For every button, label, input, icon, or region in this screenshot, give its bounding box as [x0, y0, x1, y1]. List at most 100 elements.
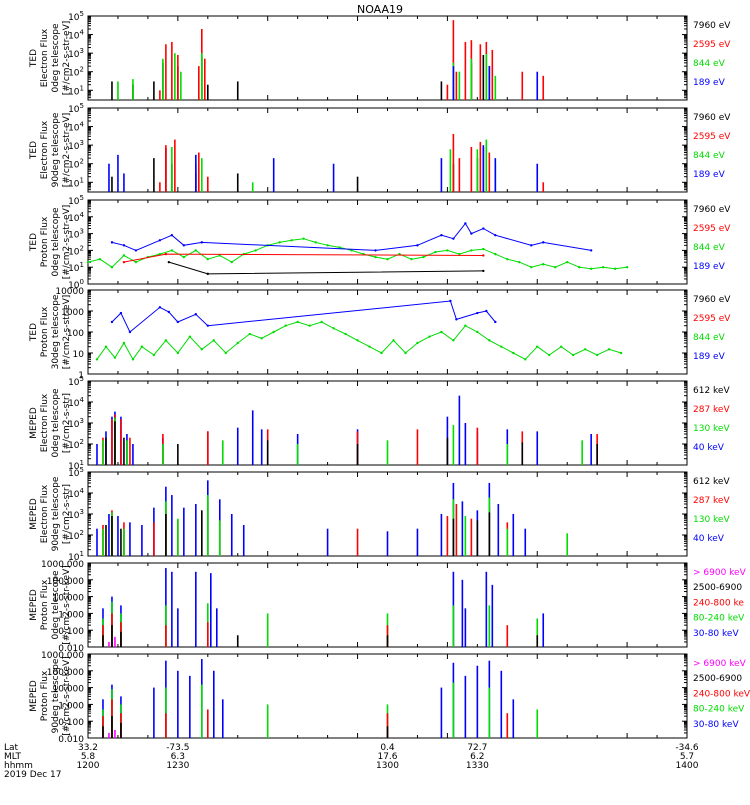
y-tick-base: 10	[68, 420, 80, 430]
data-point	[122, 254, 126, 257]
legend-label: 40 keV	[693, 534, 725, 544]
legend-label: 2595 eV	[693, 314, 731, 324]
series-green	[102, 682, 539, 738]
y-axis-label-line: MEPED	[29, 407, 39, 439]
y-tick-label: 100.000	[47, 577, 84, 587]
data-point	[410, 257, 413, 261]
panel-7: 1000.000 100.000 10.000 1.000 0.100 0.010 MEPE…	[29, 651, 750, 745]
y-tick-exp: 2	[80, 438, 84, 446]
y-axis-label-line: TED	[29, 49, 39, 68]
data-point	[455, 318, 458, 321]
legend-label: 612 keV	[693, 477, 730, 487]
y-tick-label: 10	[73, 350, 85, 360]
y-tick-label: 103	[68, 47, 84, 60]
data-point	[500, 345, 503, 348]
y-tick-label: 102	[68, 244, 84, 257]
y-tick-base: 10	[68, 511, 80, 521]
y-axis-label-line: Electron Flux	[40, 484, 50, 543]
data-point	[176, 351, 180, 355]
x-tick-hhmm: 1200	[77, 761, 100, 771]
legend-label: 7960 eV	[693, 113, 731, 123]
x-tick-hhmm: 1400	[676, 761, 699, 771]
series-blue	[110, 222, 593, 252]
data-point	[326, 244, 329, 247]
data-point	[494, 252, 497, 256]
x-axis-row-label: MLT	[4, 752, 22, 762]
y-axis-label-line: 30deg telescope	[51, 294, 61, 369]
data-point	[458, 252, 461, 256]
data-point	[206, 324, 209, 327]
data-point	[182, 244, 186, 247]
series-blue	[96, 395, 592, 465]
y-tick-exp: 5	[80, 102, 84, 110]
y-tick-label: 103	[68, 508, 84, 521]
y-tick-base: 10	[68, 124, 80, 134]
y-tick-exp: 3	[80, 47, 84, 55]
y-tick-base: 10	[68, 264, 80, 274]
y-tick-label: 10000	[55, 287, 84, 297]
data-point	[86, 260, 90, 264]
data-point	[128, 330, 132, 334]
data-point	[464, 324, 467, 327]
y-tick-base: 10	[68, 179, 80, 189]
data-point	[119, 311, 123, 315]
series-line	[111, 300, 496, 333]
y-axis-label-line: Proton Flux	[40, 216, 50, 267]
y-axis-label-line: 90deg telescope	[51, 112, 61, 187]
y-tick-exp: 4	[80, 121, 85, 129]
data-point	[374, 255, 377, 259]
y-tick-exp: 4	[80, 29, 85, 37]
data-point	[607, 348, 611, 351]
data-point	[110, 241, 114, 244]
data-point	[476, 330, 479, 334]
y-axis-label-line: [#/cm2-s-str-keV]	[62, 656, 72, 735]
data-point	[167, 260, 171, 264]
series-black	[111, 54, 491, 100]
y-tick-base: 10	[68, 469, 80, 479]
legend-label: 2595 eV	[693, 132, 731, 142]
data-point	[404, 351, 407, 355]
data-point	[392, 339, 395, 342]
data-point	[368, 345, 371, 348]
y-tick-base: 10	[68, 281, 80, 291]
legend-label: > 6900 keV	[693, 568, 747, 578]
y-tick-exp: 5	[80, 466, 84, 474]
data-point	[176, 320, 180, 324]
data-point	[530, 244, 533, 247]
y-axis-label-line: 0deg telescope	[51, 388, 61, 458]
y-tick-label: 105	[68, 375, 84, 388]
series-line	[96, 321, 622, 361]
y-tick-label: 104	[68, 29, 84, 42]
data-point	[440, 330, 443, 334]
data-point	[170, 234, 174, 237]
panel-frame	[87, 289, 688, 375]
y-axis-label-line: 90deg telescope	[51, 658, 61, 733]
y-tick-exp: 2	[80, 158, 84, 166]
y-tick-label: 104	[68, 396, 84, 409]
y-tick-base: 10	[68, 161, 80, 171]
y-axis-label-line: MEPED	[29, 680, 39, 712]
series-red	[102, 501, 509, 556]
x-tick-hhmm: 1300	[376, 761, 399, 771]
y-tick-base: 10	[68, 197, 80, 207]
legend-label: 612 keV	[693, 386, 730, 396]
data-point	[536, 345, 539, 348]
y-tick-base: 10	[68, 378, 80, 388]
data-point	[134, 249, 138, 252]
y-tick-exp: 2	[80, 529, 84, 537]
series-blue	[108, 145, 539, 192]
x-axis-row-label: hhmm	[4, 761, 33, 771]
data-point	[482, 254, 485, 257]
data-point	[296, 320, 299, 324]
data-point	[619, 351, 623, 355]
y-tick-exp: 1	[80, 84, 84, 92]
data-point	[566, 260, 569, 264]
legend-label: 240-800 keV	[693, 689, 750, 699]
y-tick-base: 10	[68, 69, 80, 79]
data-point	[386, 257, 389, 261]
y-axis-label-line: TED	[29, 141, 39, 160]
y-tick-exp: 0	[80, 278, 84, 286]
